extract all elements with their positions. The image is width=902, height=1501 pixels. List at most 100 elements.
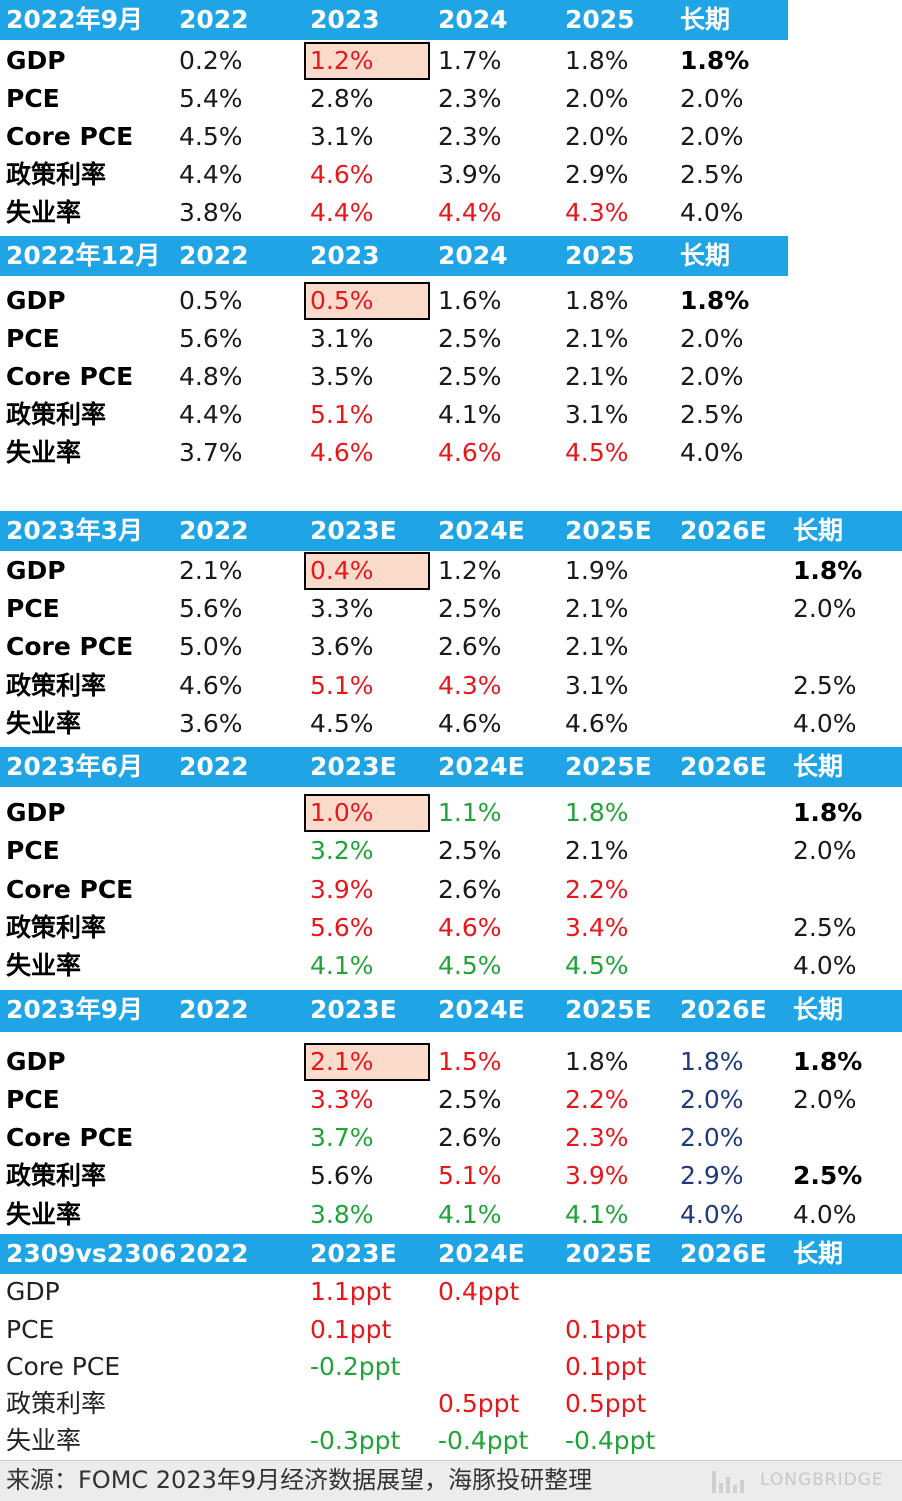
table-row: Core PCE 5.0% 3.6% 2.6% 2.1% bbox=[0, 628, 902, 666]
table-row: 失业率 3.7% 4.6% 4.6% 4.5% 4.0% bbox=[0, 434, 902, 472]
header-col: 2026E bbox=[680, 752, 767, 781]
table-cell: 0.4% bbox=[310, 556, 374, 585]
table-cell: 2.5% bbox=[793, 1161, 863, 1190]
row-label: 政策利率 bbox=[6, 400, 107, 429]
table-cell: 4.6% bbox=[310, 438, 374, 467]
table-cell: 1.8% bbox=[565, 46, 629, 75]
table-cell: 3.8% bbox=[310, 1200, 374, 1229]
table-cell: -0.3ppt bbox=[310, 1426, 401, 1455]
table-header-diff: 2309vs2306 2022 2023E 2024E 2025E 2026E … bbox=[0, 1234, 902, 1274]
table-cell: 2.1% bbox=[565, 324, 629, 353]
table-cell: 3.1% bbox=[310, 324, 374, 353]
header-col: 2025E bbox=[565, 516, 652, 545]
table-cell: 0.5% bbox=[179, 286, 243, 315]
table-cell: 2.1% bbox=[310, 1047, 374, 1076]
header-period: 2023年9月 bbox=[6, 995, 143, 1024]
header-col: 2022 bbox=[179, 241, 249, 270]
header-col: 2024 bbox=[438, 5, 508, 34]
row-label: 政策利率 bbox=[6, 913, 107, 942]
table-row: GDP 0.5% 0.5% 1.6% 1.8% 1.8% bbox=[0, 282, 902, 320]
row-label: PCE bbox=[6, 836, 60, 865]
table-cell: 4.6% bbox=[565, 709, 629, 738]
table-cell: 3.1% bbox=[565, 400, 629, 429]
table-cell: 4.1% bbox=[438, 1200, 502, 1229]
table-cell: 4.1% bbox=[438, 400, 502, 429]
table-cell: 2.0% bbox=[565, 84, 629, 113]
header-col: 2022 bbox=[179, 995, 249, 1024]
table-cell: 2.0% bbox=[680, 362, 744, 391]
header-col: 2026E bbox=[680, 1239, 767, 1268]
table-cell: 3.5% bbox=[310, 362, 374, 391]
header-col: 2025 bbox=[565, 5, 635, 34]
table-row: GDP 2.1% 1.5% 1.8% 1.8% 1.8% bbox=[0, 1043, 902, 1081]
table-cell: 2.8% bbox=[310, 84, 374, 113]
table-cell: 4.5% bbox=[179, 122, 243, 151]
table-cell: 2.1% bbox=[565, 594, 629, 623]
table-cell: 3.6% bbox=[179, 709, 243, 738]
table-row: 失业率 4.1% 4.5% 4.5% 4.0% bbox=[0, 947, 902, 985]
table-cell: 4.0% bbox=[680, 438, 744, 467]
table-row: Core PCE -0.2ppt 0.1ppt bbox=[0, 1348, 902, 1386]
table-cell: 1.1ppt bbox=[310, 1277, 392, 1306]
row-label: 失业率 bbox=[6, 1200, 82, 1229]
table-cell: 5.6% bbox=[179, 594, 243, 623]
table-cell: 2.3% bbox=[438, 84, 502, 113]
table-cell: 3.1% bbox=[310, 122, 374, 151]
row-label: 政策利率 bbox=[6, 1161, 107, 1190]
header-col: 长期 bbox=[680, 241, 731, 270]
table-header-2022-09: 2022年9月 2022 2023 2024 2025 长期 bbox=[0, 0, 788, 40]
table-cell: 0.5ppt bbox=[565, 1389, 647, 1418]
highlight-box bbox=[304, 282, 430, 320]
table-row: Core PCE 4.8% 3.5% 2.5% 2.1% 2.0% bbox=[0, 358, 902, 396]
table-cell: 2.1% bbox=[565, 632, 629, 661]
table-cell: 2.0% bbox=[793, 594, 857, 623]
header-col: 2023 bbox=[310, 241, 380, 270]
row-label: Core PCE bbox=[6, 1352, 121, 1381]
table-cell: 5.6% bbox=[179, 324, 243, 353]
highlight-box bbox=[304, 794, 430, 832]
table-row: PCE 5.6% 3.1% 2.5% 2.1% 2.0% bbox=[0, 320, 902, 358]
header-col: 2023 bbox=[310, 5, 380, 34]
table-row: 失业率 3.8% 4.4% 4.4% 4.3% 4.0% bbox=[0, 194, 902, 232]
row-label: Core PCE bbox=[6, 632, 134, 661]
header-col: 2024 bbox=[438, 241, 508, 270]
table-cell: 1.9% bbox=[565, 556, 629, 585]
table-cell: 0.1ppt bbox=[565, 1315, 647, 1344]
header-col: 2023E bbox=[310, 516, 397, 545]
row-label: 失业率 bbox=[6, 438, 82, 467]
table-cell: 5.1% bbox=[438, 1161, 502, 1190]
table-row: Core PCE 3.9% 2.6% 2.2% bbox=[0, 871, 902, 909]
table-cell: 4.0% bbox=[680, 198, 744, 227]
table-cell: 1.2% bbox=[438, 556, 502, 585]
table-row: PCE 0.1ppt 0.1ppt bbox=[0, 1311, 902, 1349]
table-cell: 2.5% bbox=[793, 913, 857, 942]
row-label: 政策利率 bbox=[6, 671, 107, 700]
table-cell: 2.0% bbox=[680, 1085, 744, 1114]
table-row: 政策利率 4.4% 5.1% 4.1% 3.1% 2.5% bbox=[0, 396, 902, 434]
table-header-2023-09: 2023年9月 2022 2023E 2024E 2025E 2026E 长期 bbox=[0, 990, 902, 1032]
table-cell: 3.3% bbox=[310, 1085, 374, 1114]
table-row: 政策利率 0.5ppt 0.5ppt bbox=[0, 1385, 902, 1423]
table-header-2023-06: 2023年6月 2022 2023E 2024E 2025E 2026E 长期 bbox=[0, 747, 902, 787]
header-col: 2025E bbox=[565, 995, 652, 1024]
table-row: GDP 0.2% 1.2% 1.7% 1.8% 1.8% bbox=[0, 42, 902, 80]
table-cell: 2.3% bbox=[438, 122, 502, 151]
table-cell: 2.6% bbox=[438, 875, 502, 904]
table-cell: 3.4% bbox=[565, 913, 629, 942]
header-col: 2026E bbox=[680, 995, 767, 1024]
table-row: Core PCE 3.7% 2.6% 2.3% 2.0% bbox=[0, 1119, 902, 1157]
table-cell: 5.6% bbox=[310, 913, 374, 942]
table-header-2022-12: 2022年12月 2022 2023 2024 2025 长期 bbox=[0, 236, 788, 276]
row-label: 失业率 bbox=[6, 198, 82, 227]
table-cell: 3.9% bbox=[310, 875, 374, 904]
row-label: Core PCE bbox=[6, 1123, 134, 1152]
table-cell: 1.8% bbox=[565, 1047, 629, 1076]
table-cell: 4.6% bbox=[438, 709, 502, 738]
table-cell: 4.6% bbox=[438, 438, 502, 467]
table-cell: -0.4ppt bbox=[438, 1426, 529, 1455]
table-row: 政策利率 5.6% 5.1% 3.9% 2.9% 2.5% bbox=[0, 1157, 902, 1195]
table-cell: 0.5ppt bbox=[438, 1389, 520, 1418]
header-period: 2022年12月 bbox=[6, 241, 161, 270]
table-cell: 0.5% bbox=[310, 286, 374, 315]
table-cell: 5.0% bbox=[179, 632, 243, 661]
